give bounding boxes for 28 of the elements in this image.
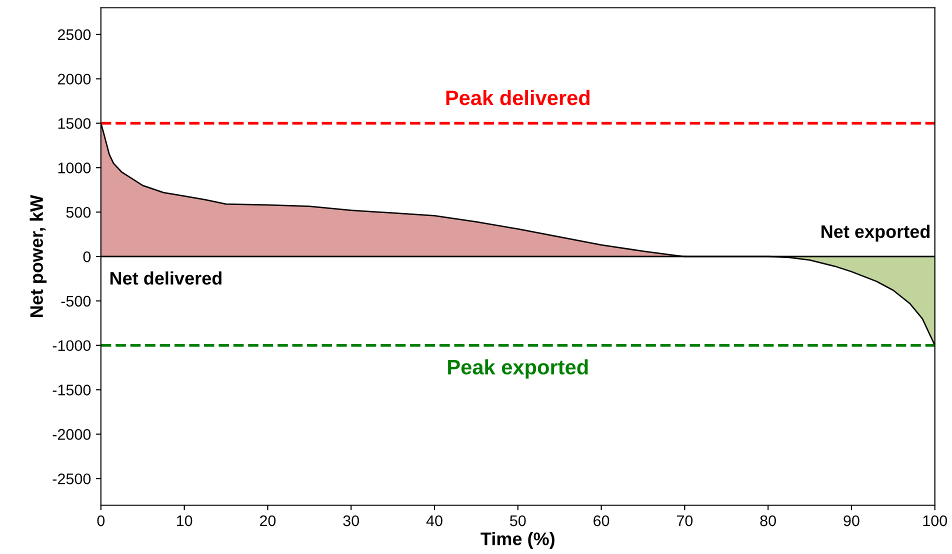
y-tick-label: 2000 [58, 74, 91, 85]
y-tick-label: -500 [61, 296, 91, 307]
x-tick-label: 100 [923, 515, 948, 526]
x-tick-label: 0 [97, 515, 105, 526]
x-tick-label: 20 [260, 515, 276, 526]
x-axis-title: Time (%) [480, 532, 554, 549]
y-tick-label: 1500 [58, 118, 91, 129]
y-tick-label: -2500 [52, 473, 91, 484]
ref-line-label: Peak delivered [446, 90, 590, 106]
y-tick-label: 2500 [58, 29, 91, 40]
y-tick-label: -1500 [52, 384, 91, 396]
x-tick-label: 50 [510, 515, 526, 526]
x-tick-label: 30 [343, 515, 359, 526]
ref-line-label: Peak exported [448, 359, 588, 379]
y-tick-label: 0 [83, 251, 91, 262]
x-tick-label: 60 [594, 515, 610, 526]
y-tick-label: 500 [66, 206, 91, 218]
annotation: Net exported [822, 224, 930, 242]
x-tick-label: 40 [426, 515, 442, 526]
x-tick-label: 90 [844, 515, 860, 526]
x-tick-label: 80 [760, 515, 776, 526]
y-tick-label: -1000 [52, 340, 91, 352]
x-tick-label: 10 [176, 515, 192, 526]
y-tick-label: 1000 [58, 162, 91, 174]
x-tick-label: 70 [676, 515, 693, 526]
y-tick-label: -2000 [52, 429, 91, 440]
y-axis-title: Net power, kW [30, 194, 47, 317]
annotation: Net delivered [110, 271, 222, 285]
